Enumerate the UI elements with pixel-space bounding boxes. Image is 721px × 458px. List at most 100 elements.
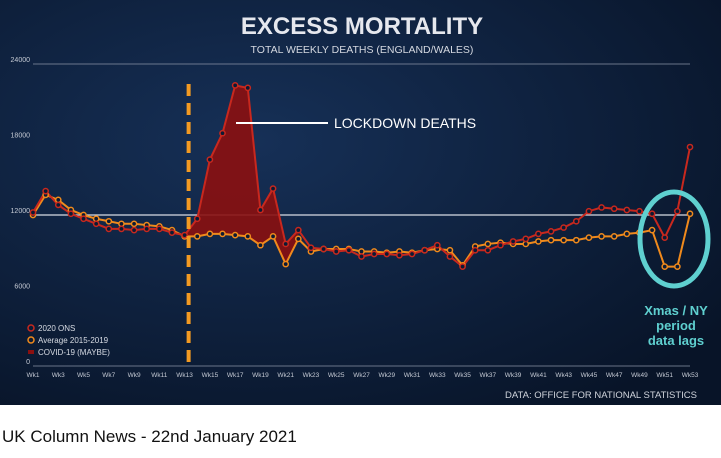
data-point-ons xyxy=(648,210,656,218)
legend-marker-covid xyxy=(28,350,34,354)
data-point-ons xyxy=(396,251,403,259)
data-point-ons xyxy=(320,245,327,253)
data-point-avg xyxy=(572,236,580,244)
data-point-ons xyxy=(358,253,365,260)
legend-label-covid: COVID-19 (MAYBE) xyxy=(38,348,110,357)
data-point-avg xyxy=(206,230,214,238)
excess-mortality-chart: EXCESS MORTALITY TOTAL WEEKLY DEATHS (EN… xyxy=(0,0,721,405)
data-point-ons xyxy=(42,187,49,195)
y-tick-label: 18000 xyxy=(11,133,31,140)
source-credit: DATA: OFFICE FOR NATIONAL STATISTICS xyxy=(505,390,697,401)
data-point-ons xyxy=(585,207,593,215)
x-tick-label: Wk7 xyxy=(102,372,115,379)
legend-label-ons: 2020 ONS xyxy=(38,324,75,333)
data-point-ons xyxy=(686,143,694,151)
x-tick-label: Wk51 xyxy=(656,372,673,379)
data-point-ons xyxy=(92,220,100,228)
x-tick-label: Wk37 xyxy=(480,372,497,379)
excess-deaths-area xyxy=(184,85,299,265)
data-point-avg xyxy=(130,220,138,228)
data-point-ons xyxy=(143,225,151,233)
legend: 2020 ONS Average 2015-2019 COVID-19 (MAY… xyxy=(27,324,110,357)
legend-label-avg: Average 2015-2019 xyxy=(38,336,109,345)
data-point-ons xyxy=(459,263,466,270)
data-point-ons xyxy=(294,226,302,234)
data-point-ons xyxy=(282,240,290,248)
data-point-ons xyxy=(484,246,492,254)
data-point-ons xyxy=(244,84,252,92)
data-point-ons xyxy=(67,210,75,218)
data-point-ons xyxy=(661,234,669,241)
x-tick-label: Wk53 xyxy=(682,372,699,379)
data-point-avg xyxy=(661,263,669,270)
data-point-avg xyxy=(648,226,656,234)
data-point-avg xyxy=(674,263,681,270)
data-point-avg xyxy=(598,233,605,240)
data-point-ons xyxy=(433,241,441,249)
data-point-ons xyxy=(168,229,176,236)
data-point-avg xyxy=(484,240,492,248)
legend-marker-ons xyxy=(27,324,35,332)
x-tick-label: Wk45 xyxy=(581,372,598,379)
data-point-ons xyxy=(257,206,264,214)
data-point-avg xyxy=(623,230,631,238)
data-point-avg xyxy=(547,236,555,244)
y-tick-label: 6000 xyxy=(14,284,30,291)
data-point-ons xyxy=(383,250,391,258)
data-point-ons xyxy=(535,230,542,238)
data-point-ons xyxy=(572,217,580,225)
data-point-ons xyxy=(219,129,226,137)
data-point-ons xyxy=(231,82,239,89)
data-point-avg xyxy=(446,246,454,254)
data-point-ons xyxy=(370,250,378,258)
caption-bar xyxy=(0,405,721,458)
data-point-ons xyxy=(623,206,631,214)
video-caption: UK Column News - 22nd January 2021 xyxy=(2,427,297,446)
data-point-ons xyxy=(509,238,517,245)
data-point-ons xyxy=(636,207,643,215)
x-tick-label: Wk1 xyxy=(27,372,40,379)
x-tick-label: Wk41 xyxy=(530,372,547,379)
chart-panel: EXCESS MORTALITY TOTAL WEEKLY DEATHS (EN… xyxy=(0,0,721,405)
x-tick-label: Wk21 xyxy=(277,372,294,379)
data-point-avg xyxy=(585,234,593,241)
x-tick-label: Wk49 xyxy=(631,372,648,379)
x-tick-label: Wk5 xyxy=(77,372,90,379)
x-tick-label: Wk35 xyxy=(454,372,471,379)
chart-subtitle: TOTAL WEEKLY DEATHS (ENGLAND/WALES) xyxy=(251,44,474,56)
y-tick-label: 0 xyxy=(26,359,30,366)
x-tick-label: Wk11 xyxy=(151,372,168,379)
data-point-ons xyxy=(193,215,201,223)
data-point-ons xyxy=(29,209,37,216)
side-note-line-3: data lags xyxy=(648,333,704,348)
data-point-ons xyxy=(408,250,416,258)
data-point-ons xyxy=(610,205,618,213)
data-point-ons xyxy=(345,246,353,254)
x-tick-label: Wk25 xyxy=(328,372,345,379)
data-point-ons xyxy=(560,224,568,231)
data-point-ons xyxy=(332,248,340,255)
x-tick-label: Wk31 xyxy=(404,372,421,379)
x-tick-label: Wk19 xyxy=(252,372,269,379)
data-point-avg xyxy=(105,217,113,225)
xmas-highlight-ring xyxy=(637,189,711,289)
data-point-ons xyxy=(674,207,681,215)
x-tick-label: Wk9 xyxy=(128,372,141,379)
data-point-avg xyxy=(560,236,568,244)
data-point-ons xyxy=(181,231,188,239)
data-point-ons xyxy=(446,253,454,260)
data-point-avg xyxy=(269,233,277,240)
x-tick-label: Wk27 xyxy=(353,372,370,379)
side-note-line-1: Xmas / NY xyxy=(644,303,708,318)
x-tick-label: Wk29 xyxy=(378,372,395,379)
data-point-ons xyxy=(497,241,504,249)
side-note-line-2: period xyxy=(656,318,696,333)
y-tick-label: 12000 xyxy=(11,208,31,215)
data-point-avg xyxy=(231,231,239,239)
data-point-ons xyxy=(269,185,277,192)
x-tick-label: Wk17 xyxy=(227,372,244,379)
chart-title: EXCESS MORTALITY xyxy=(241,13,483,40)
data-point-ons xyxy=(54,201,62,209)
data-point-ons xyxy=(105,225,113,233)
y-tick-label: 24000 xyxy=(11,57,31,64)
